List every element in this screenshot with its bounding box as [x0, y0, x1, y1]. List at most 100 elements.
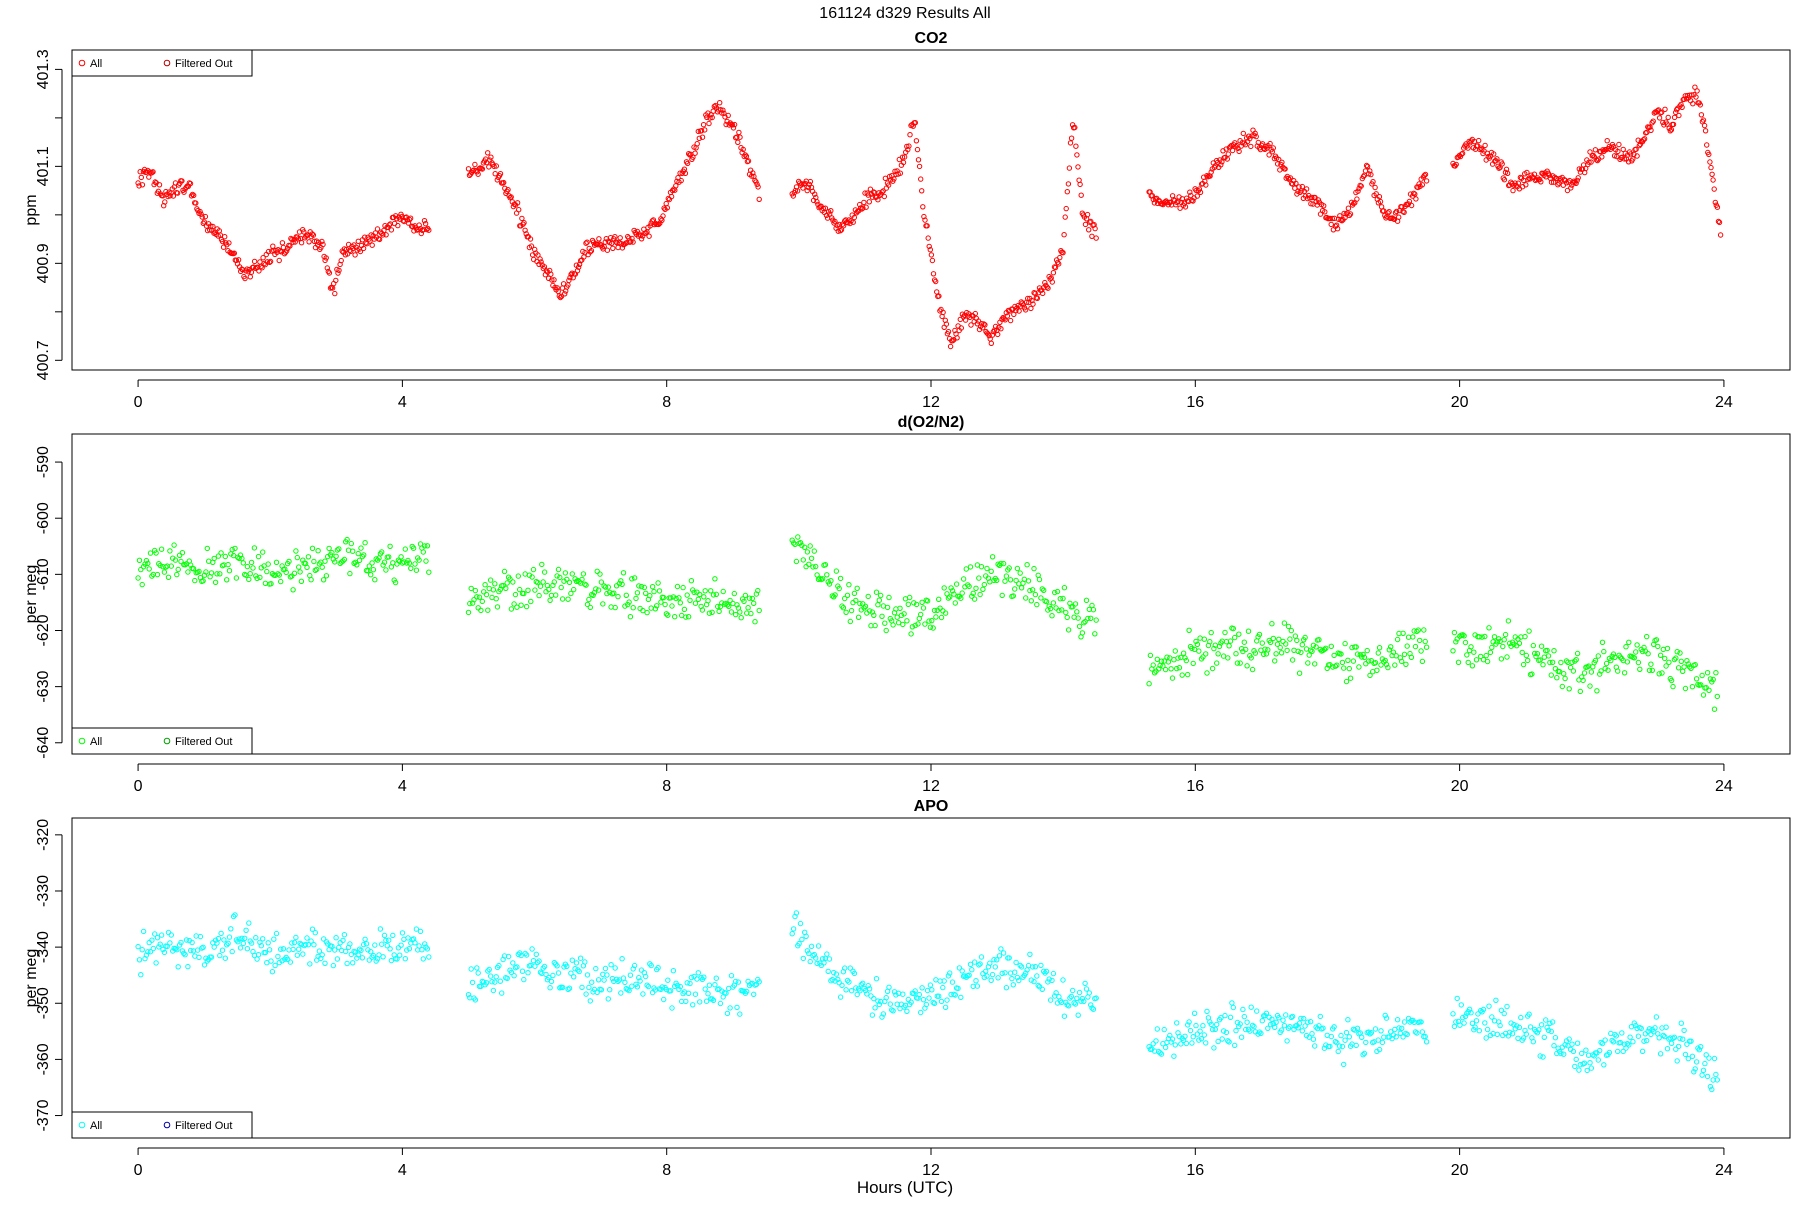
data-point — [1479, 634, 1485, 640]
data-point — [1188, 192, 1194, 199]
data-point — [1029, 964, 1036, 970]
data-point — [793, 910, 800, 916]
data-point — [1671, 1034, 1678, 1041]
data-point — [189, 939, 195, 946]
data-point — [1484, 658, 1491, 665]
data-point — [406, 946, 413, 952]
data-point — [1265, 1025, 1271, 1032]
x-tick-label: 16 — [1186, 778, 1204, 795]
data-point — [1089, 1005, 1095, 1011]
data-point — [925, 235, 931, 241]
data-point — [736, 129, 742, 136]
data-point — [587, 998, 593, 1004]
data-point — [1668, 677, 1675, 684]
data-point — [158, 932, 165, 938]
data-point — [182, 952, 188, 958]
data-point — [341, 246, 348, 252]
data-point — [1511, 641, 1517, 647]
data-point — [532, 246, 538, 253]
data-point — [1635, 1033, 1642, 1039]
data-point — [547, 985, 553, 991]
data-point — [341, 932, 348, 938]
data-point — [998, 946, 1004, 952]
data-point — [136, 557, 143, 563]
data-point — [329, 943, 335, 949]
data-point — [1628, 151, 1634, 157]
data-point — [244, 266, 250, 272]
data-point — [1713, 670, 1719, 676]
data-point — [483, 980, 490, 986]
data-point — [958, 325, 964, 331]
data-point — [525, 970, 531, 976]
data-point — [1150, 196, 1157, 203]
data-point — [712, 576, 718, 582]
data-point — [865, 192, 871, 198]
y-tick-label: 400.7 — [35, 340, 52, 380]
data-point — [1025, 578, 1032, 584]
data-point — [1164, 654, 1170, 660]
data-point — [1491, 151, 1497, 157]
y-tick-label: 401.1 — [35, 146, 52, 186]
data-point — [860, 980, 866, 986]
data-point — [1342, 1037, 1348, 1043]
data-point — [612, 604, 618, 611]
data-point — [1294, 637, 1300, 644]
data-point — [1066, 165, 1073, 171]
data-point — [503, 585, 509, 591]
data-point — [1399, 1025, 1405, 1032]
data-point — [848, 607, 855, 614]
data-point — [156, 944, 162, 950]
data-point — [1281, 1022, 1288, 1029]
y-axis: -640-630-620-610-600-590 — [35, 446, 63, 759]
data-point — [734, 602, 740, 608]
data-point — [1016, 977, 1022, 984]
data-point — [1249, 1022, 1256, 1029]
data-point — [190, 566, 197, 572]
data-point — [474, 965, 480, 971]
data-point — [1572, 1063, 1578, 1070]
data-point — [992, 964, 998, 970]
data-point — [1579, 1050, 1585, 1057]
data-point — [1036, 576, 1043, 583]
data-point — [601, 977, 607, 983]
y-tick-label: -640 — [35, 727, 52, 759]
data-point — [1162, 1044, 1169, 1051]
data-point — [569, 957, 575, 963]
data-point — [1583, 1047, 1589, 1053]
data-point — [1588, 1065, 1595, 1071]
data-point — [1266, 152, 1272, 158]
data-point — [1279, 159, 1285, 166]
data-point — [350, 548, 356, 554]
data-point — [1316, 637, 1322, 643]
data-point — [655, 580, 661, 586]
data-point — [301, 229, 307, 235]
data-point — [1691, 1069, 1697, 1075]
data-point — [376, 236, 383, 243]
data-point — [1714, 204, 1721, 210]
data-point — [1289, 657, 1296, 663]
data-point — [661, 996, 667, 1003]
data-point — [897, 605, 903, 611]
plot-frame — [71, 817, 1791, 1139]
data-point — [268, 581, 274, 587]
data-point — [859, 206, 865, 212]
data-point — [1150, 662, 1156, 668]
data-point — [277, 248, 283, 254]
data-point — [1573, 180, 1579, 187]
data-point — [1346, 212, 1353, 219]
data-point — [1406, 198, 1413, 205]
data-point — [1516, 640, 1523, 646]
data-point — [660, 213, 666, 219]
data-point — [539, 561, 545, 568]
data-point — [242, 275, 248, 282]
data-point — [555, 970, 562, 976]
data-point — [1041, 587, 1047, 593]
data-point — [928, 252, 935, 258]
data-point — [1581, 1060, 1588, 1066]
data-point — [807, 958, 813, 965]
data-point — [1339, 659, 1346, 666]
data-point — [494, 177, 500, 183]
data-point — [1610, 651, 1617, 657]
data-point — [1633, 649, 1639, 655]
data-point — [1523, 1031, 1530, 1037]
